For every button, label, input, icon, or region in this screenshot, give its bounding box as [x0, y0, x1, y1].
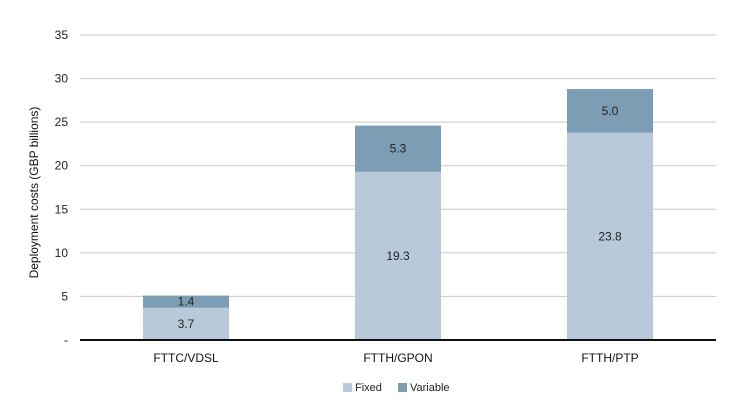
bars: [143, 89, 653, 340]
y-tick-label: 20: [55, 159, 69, 173]
bar-fixed-2: [355, 171, 441, 340]
data-labels: 3.7 1.4 19.3 5.3 23.8 5.0: [178, 104, 622, 331]
legend: Fixed Variable: [343, 382, 450, 394]
y-axis-ticks: - 5 10 15 20 25 30 35: [55, 28, 69, 347]
data-label-variable: 5.0: [602, 104, 619, 118]
y-tick-label: 15: [55, 202, 69, 216]
legend-label-fixed: Fixed: [355, 382, 382, 394]
bar-fixed-3: [567, 132, 653, 340]
category-labels: FTTC/VDSL FTTH/GPON FTTH/PTP: [153, 351, 638, 365]
legend-swatch-fixed: [343, 383, 352, 392]
y-axis-label: Deployment costs (GBP billions): [27, 107, 41, 279]
data-label-fixed: 23.8: [598, 229, 622, 243]
data-label-variable: 5.3: [390, 142, 407, 156]
category-label: FTTC/VDSL: [153, 351, 219, 365]
legend-label-variable: Variable: [410, 382, 450, 394]
data-label-fixed: 3.7: [178, 317, 195, 331]
y-tick-label: 35: [55, 28, 69, 42]
y-tick-label: 10: [55, 246, 69, 260]
bar-variable-2: [355, 125, 441, 172]
data-label-fixed: 19.3: [386, 249, 410, 263]
y-tick-label: 5: [61, 289, 68, 303]
category-label: FTTH/PTP: [581, 351, 638, 365]
bar-variable-3: [567, 89, 653, 133]
legend-swatch-variable: [398, 383, 407, 392]
y-tick-label: 30: [55, 72, 69, 86]
data-label-variable: 1.4: [178, 295, 195, 309]
bar-variable-1: [143, 295, 229, 308]
y-tick-label: -: [64, 333, 68, 347]
y-tick-label: 25: [55, 115, 69, 129]
bar-fixed-1: [143, 307, 229, 340]
category-label: FTTH/GPON: [363, 351, 432, 365]
